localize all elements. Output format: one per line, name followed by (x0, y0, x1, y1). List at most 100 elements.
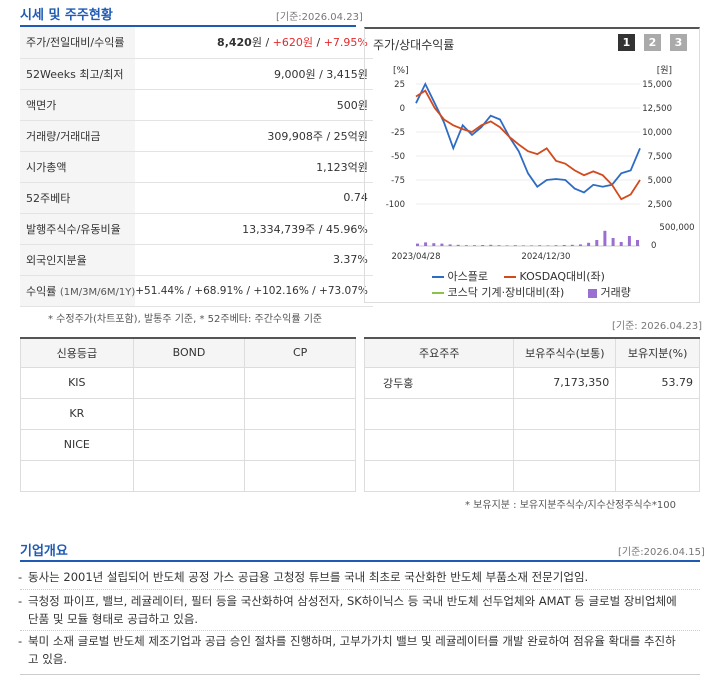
holder-shares (513, 397, 617, 430)
credit-agency: NICE (20, 428, 134, 461)
volume-bar (424, 242, 428, 246)
credit-cp (244, 366, 356, 399)
holder-name (363, 397, 515, 430)
overview-divider-dotted (20, 630, 700, 631)
legend-line-icon (504, 276, 516, 278)
holders-header-shares: 보유주식수(보통) (513, 337, 617, 368)
current-price: 8,420 (217, 36, 252, 50)
table-row (363, 397, 700, 430)
volume-bar (603, 230, 607, 246)
overview-bottom-line (20, 674, 700, 675)
credit-cp (244, 428, 356, 461)
market-row-label: 거래량/거래대금 (20, 120, 136, 152)
overview-bullet: 동사는 2001년 설립되어 반도체 공정 가스 공급용 고청정 튜브를 국내 … (18, 568, 668, 586)
market-row-value: 500원 (135, 89, 373, 121)
market-row-value: 9,000원 / 3,415원 (135, 58, 373, 90)
left-tick-label: -100 (386, 200, 405, 210)
volume-bar (440, 243, 444, 246)
right-tick-label: 7,500 (648, 152, 672, 162)
legend-sector-label: 코스닥 기계·장비대비(좌) (447, 286, 565, 299)
holder-name (363, 428, 515, 461)
holder-shares (513, 428, 617, 461)
volume-bar (587, 242, 591, 246)
volume-bar (554, 245, 558, 246)
table-row (363, 428, 700, 461)
left-axis-unit: [%] (393, 66, 409, 76)
credit-agency (20, 459, 134, 492)
right-tick-label: 5,000 (648, 176, 672, 186)
holders-footnote: * 보유지분 : 보유지분주식수/지수산정주식수*100 (465, 500, 676, 511)
holder-name: 강두홍 (363, 366, 515, 399)
table-row: KIS (20, 366, 356, 399)
right-tick-label: 10,000 (642, 128, 672, 138)
volume-bar (497, 245, 501, 246)
market-row-label: 발행주식수/유동비율 (20, 213, 136, 245)
credit-cp (244, 397, 356, 430)
market-footnote: * 수정주가(차트포함), 발통주 기준, * 52주베타: 주간수익률 기준 (48, 314, 323, 325)
market-row: 발행주식수/유동비율 13,334,739주 / 45.96% (20, 213, 373, 245)
credit-bond (132, 397, 246, 430)
price-label: 주가/전일대비/수익률 (20, 27, 136, 59)
legend-volume: 거래량 (588, 284, 631, 300)
chart-tab-2[interactable]: 2 (644, 34, 661, 51)
legend-asflow-label: 아스플로 (447, 270, 488, 283)
volume-bar (481, 245, 485, 246)
market-row-label: 시가총액 (20, 151, 136, 183)
series-line (415, 81, 641, 194)
credit-header-cp: CP (244, 337, 356, 368)
left-tick-label: -25 (391, 128, 405, 138)
right-axis-unit: [원] (657, 65, 672, 76)
holders-header-pct: 보유지분(%) (615, 337, 700, 368)
price-change-unit: 원 (302, 36, 314, 50)
volume-bar (538, 245, 542, 246)
chart-tab-1[interactable]: 1 (618, 34, 635, 51)
volume-bar (505, 245, 509, 246)
market-section-title: 시세 및 주주현황 (20, 4, 113, 23)
volume-zero-label: 0 (651, 241, 656, 251)
credit-cp (244, 459, 356, 492)
volume-bar (530, 245, 534, 246)
market-row: 시가총액 1,123억원 (20, 151, 373, 183)
table-row: 강두홍 7,173,350 53.79 (363, 366, 700, 399)
return-label-text: 수익률 (26, 284, 57, 298)
volume-bar (636, 240, 639, 246)
credit-header-grade: 신용등급 (20, 337, 134, 368)
market-row-value: 309,908주 / 25억원 (135, 120, 373, 152)
credit-agency: KR (20, 397, 134, 430)
credit-agency: KIS (20, 366, 134, 399)
volume-bar (619, 242, 623, 246)
chart-tab-3[interactable]: 3 (670, 34, 687, 51)
holder-pct (615, 397, 700, 430)
legend-square-icon (588, 288, 597, 298)
overview-bullet: 북미 소재 글로벌 반도체 제조기업과 공급 승인 절차를 진행하며, 고부가가… (18, 632, 678, 668)
table-row (363, 459, 700, 492)
market-row: 52주베타 0.74 (20, 182, 373, 214)
legend-kosdaq-label: KOSDAQ대비(좌) (519, 270, 605, 283)
price-chart: [%] [원] 25 0 -25 -50 -75 -100 15,000 12,500 10,… (386, 65, 695, 262)
table-row (20, 459, 356, 492)
return-row: 수익률 (1M/3M/6M/1Y) +51.44% / +68.91% / +1… (20, 275, 373, 307)
overview-title: 기업개요 (20, 544, 68, 559)
market-row-value: 0.74 (135, 182, 373, 214)
market-title-b: 및 주주현황 (43, 8, 113, 23)
return-values: +51.44% / +68.91% / +102.16% / +73.07% (135, 275, 373, 307)
volume-bar (432, 243, 436, 246)
price-value: 8,420원 / +620원 / +7.95% (135, 27, 373, 59)
credit-table: 신용등급 BOND CP KIS KR NICE (20, 337, 356, 492)
market-row-value: 3.37% (135, 244, 373, 276)
holder-pct (615, 459, 700, 492)
price-sep-1: / (261, 36, 273, 50)
market-row: 액면가 500원 (20, 89, 373, 121)
holder-pct: 53.79 (615, 366, 700, 399)
volume-bar (627, 236, 631, 246)
volume-bar (513, 245, 517, 246)
chart-panel (364, 27, 700, 303)
market-divider (20, 25, 356, 27)
legend-line-icon (432, 292, 444, 294)
left-tick-label: -75 (391, 176, 405, 186)
volume-bar (521, 245, 525, 246)
holder-pct (615, 428, 700, 461)
credit-bond (132, 428, 246, 461)
legend-asflow: 아스플로 (432, 268, 488, 284)
table-row: KR (20, 397, 356, 430)
